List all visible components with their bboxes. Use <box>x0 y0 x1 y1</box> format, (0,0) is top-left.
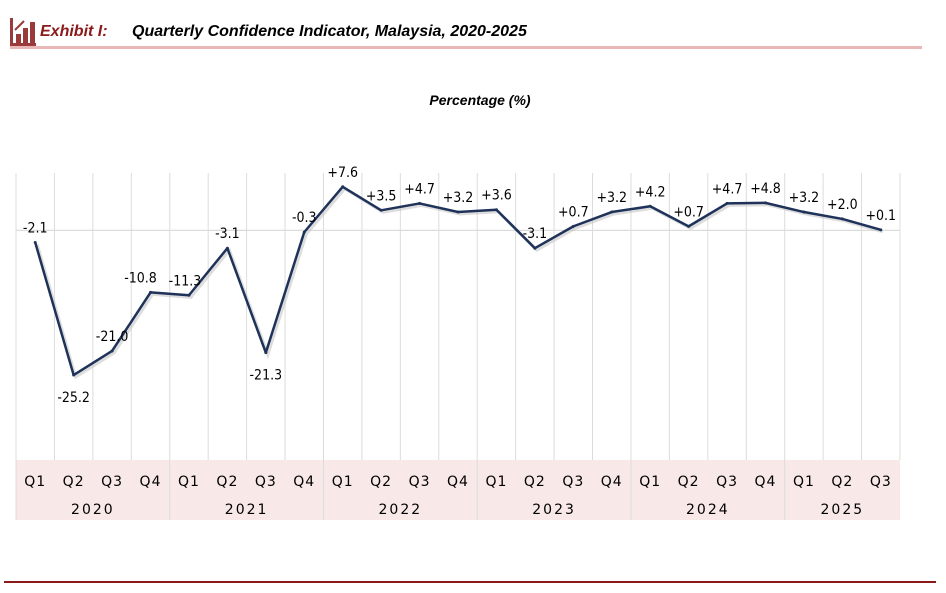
x-axis-band <box>16 460 900 520</box>
data-point <box>533 246 537 250</box>
data-label: -3.1 <box>523 226 548 242</box>
data-label: +2.0 <box>827 197 858 213</box>
header-divider <box>10 46 922 49</box>
data-label: +3.2 <box>443 190 474 206</box>
data-label: -21.3 <box>250 368 283 384</box>
data-point <box>571 224 575 228</box>
year-label: 2021 <box>225 502 269 518</box>
x-tick-label: Q1 <box>485 474 507 490</box>
data-label: +0.7 <box>673 204 704 220</box>
data-point <box>687 224 691 228</box>
data-point <box>879 228 883 232</box>
data-point <box>802 210 806 214</box>
x-tick-label: Q3 <box>716 474 738 490</box>
data-label: -0.3 <box>292 210 317 226</box>
x-tick-label: Q4 <box>447 474 469 490</box>
chart-logo-icon <box>10 18 36 46</box>
x-tick-label: Q1 <box>24 474 46 490</box>
exhibit-header: Exhibit I: Quarterly Confidence Indicato… <box>10 14 922 49</box>
data-point <box>264 351 268 355</box>
data-point <box>341 185 345 189</box>
x-tick-label: Q3 <box>101 474 123 490</box>
x-tick-label: Q2 <box>63 474 85 490</box>
year-label: 2020 <box>71 502 115 518</box>
data-point <box>763 201 767 205</box>
data-point <box>725 201 729 205</box>
x-tick-label: Q4 <box>601 474 623 490</box>
data-point <box>149 290 153 294</box>
data-point <box>110 349 114 353</box>
data-point <box>302 230 306 234</box>
x-tick-label: Q4 <box>140 474 162 490</box>
exhibit-label: Exhibit I: <box>40 23 108 40</box>
data-label: +4.7 <box>712 181 743 197</box>
data-point <box>33 240 37 244</box>
data-point <box>494 208 498 212</box>
data-label: +7.6 <box>327 165 358 181</box>
x-tick-label: Q3 <box>255 474 277 490</box>
data-label: -2.1 <box>23 220 48 236</box>
data-label: -21.0 <box>96 329 129 345</box>
x-tick-label: Q3 <box>870 474 892 490</box>
series-line-shadow <box>35 186 884 380</box>
x-tick-label: Q2 <box>370 474 392 490</box>
data-point <box>610 210 614 214</box>
data-label: +3.2 <box>596 190 627 206</box>
data-point <box>72 373 76 377</box>
x-tick-label: Q4 <box>755 474 777 490</box>
data-label: +4.2 <box>635 184 666 200</box>
y-axis-label: Percentage (%) <box>429 92 531 108</box>
year-label: 2023 <box>532 502 576 518</box>
data-label: +4.7 <box>404 181 435 197</box>
x-tick-label: Q3 <box>409 474 431 490</box>
data-label: -10.8 <box>124 270 157 286</box>
data-label: +0.7 <box>558 204 589 220</box>
x-tick-label: Q1 <box>178 474 200 490</box>
data-label: -25.2 <box>57 390 90 406</box>
x-tick-label: Q1 <box>793 474 815 490</box>
footer-divider <box>4 581 936 583</box>
x-tick-label: Q1 <box>332 474 354 490</box>
data-label: -11.3 <box>169 273 202 289</box>
data-label: +3.6 <box>481 188 512 204</box>
data-label: +3.2 <box>789 190 820 206</box>
data-point <box>418 201 422 205</box>
x-tick-label: Q2 <box>216 474 238 490</box>
year-label: 2024 <box>686 502 730 518</box>
data-point <box>456 210 460 214</box>
chart-title: Quarterly Confidence Indicator, Malaysia… <box>132 23 527 40</box>
data-label: +4.8 <box>750 181 781 197</box>
x-tick-label: Q3 <box>562 474 584 490</box>
x-tick-label: Q2 <box>831 474 853 490</box>
data-point <box>648 204 652 208</box>
data-label: -3.1 <box>215 226 240 242</box>
data-label: +0.1 <box>865 208 896 224</box>
data-point <box>840 217 844 221</box>
x-tick-label: Q1 <box>639 474 661 490</box>
data-label: +3.5 <box>366 188 397 204</box>
x-tick-label: Q2 <box>524 474 546 490</box>
data-point <box>187 293 191 297</box>
year-label: 2022 <box>379 502 423 518</box>
x-tick-label: Q2 <box>678 474 700 490</box>
year-label: 2025 <box>821 502 865 518</box>
x-tick-label: Q4 <box>293 474 315 490</box>
data-point <box>379 208 383 212</box>
data-point <box>225 246 229 250</box>
